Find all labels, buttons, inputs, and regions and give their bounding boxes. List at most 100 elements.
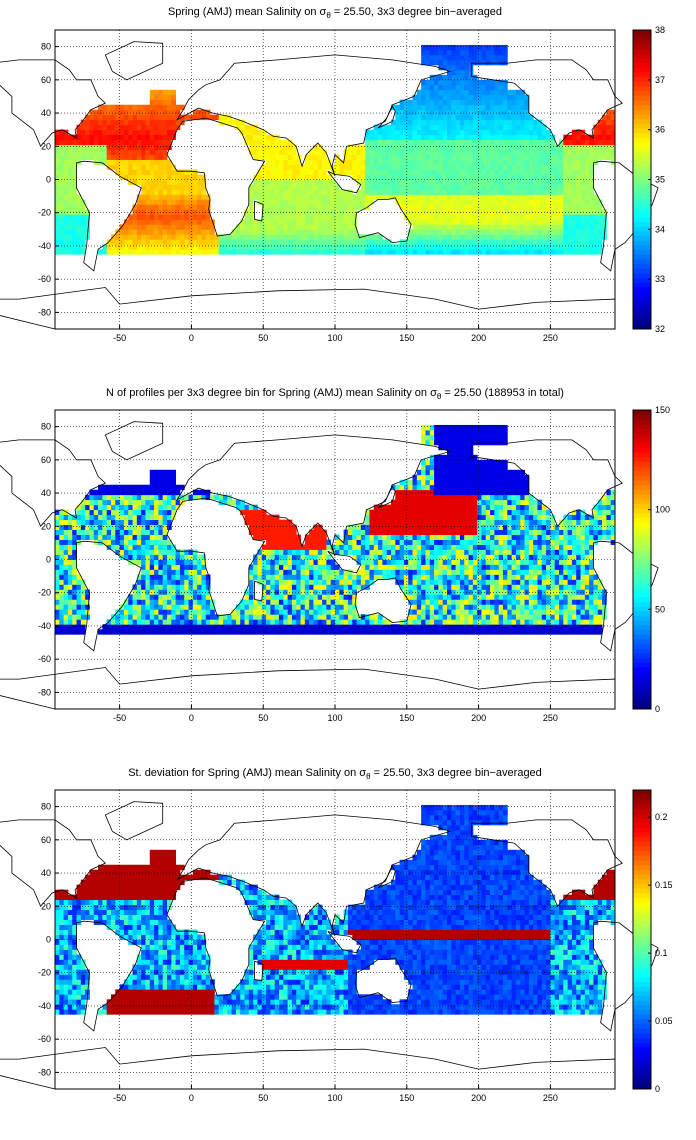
data-cell [304,629,310,635]
data-cell [369,574,375,580]
data-cell [399,239,405,245]
data-cell [274,229,280,235]
data-cell [416,504,422,511]
data-cell [503,139,508,146]
data-cell [425,189,431,195]
data-cell [227,629,233,635]
data-cell [296,554,301,560]
data-cell [511,164,517,170]
data-cell [434,84,439,91]
colorbar-step [633,160,651,166]
data-cell [283,609,289,615]
data-cell [554,164,560,170]
data-cell [296,194,301,200]
data-cell [416,229,422,235]
data-cell [571,244,577,250]
data-cell [326,189,332,195]
data-cell [408,99,413,106]
data-cell [257,144,263,150]
data-cell [485,179,491,185]
data-cell [403,519,409,526]
data-cell [162,609,168,615]
data-cell [313,204,319,210]
data-cell [175,484,181,491]
data-cell [132,599,138,605]
data-cell [192,204,198,210]
data-cell [240,129,245,136]
data-cell [128,604,133,610]
colorbar-step [633,263,651,269]
data-cell [416,194,422,200]
data-cell [520,89,525,96]
data-cell [520,129,525,136]
data-cell [304,219,310,225]
data-cell [399,619,405,625]
data-cell [485,94,491,101]
data-cell [141,124,146,131]
data-cell [408,524,413,530]
data-cell [360,179,366,185]
data-cell [154,574,159,580]
data-cell [416,169,422,175]
data-cell [494,84,500,91]
data-cell [313,174,319,180]
data-cell [373,134,379,141]
data-cell [477,154,482,160]
data-cell [67,619,73,625]
data-cell [408,129,413,136]
data-cell [304,534,310,540]
data-cell [106,114,112,121]
data-cell [188,564,194,570]
data-cell [472,249,478,255]
data-cell [63,209,69,215]
data-cell [167,184,172,190]
data-cell [520,194,525,200]
data-cell [408,589,413,595]
data-cell [154,154,159,160]
data-cell [111,124,116,131]
data-cell [188,589,194,595]
data-cell [162,164,168,170]
data-cell [576,159,581,165]
data-cell [158,494,164,501]
data-cell [490,199,495,205]
data-cell [335,629,340,635]
data-cell [403,554,409,560]
data-cell [494,59,500,66]
data-cell [274,524,280,530]
data-cell [421,194,426,200]
data-cell [485,44,491,51]
data-cell [399,149,405,155]
data-cell [244,519,250,526]
data-cell [369,244,375,250]
data-cell [464,229,469,235]
data-cell [352,149,357,155]
data-cell [248,584,254,590]
data-cell [119,149,125,155]
data-cell [447,74,452,81]
data-cell [520,134,525,141]
data-cell [162,129,168,136]
data-cell [571,149,577,155]
data-cell [175,119,181,126]
y-tick-label: -60 [38,274,51,284]
data-cell [395,509,401,516]
data-cell [434,199,439,205]
data-cell [464,129,469,136]
data-cell [485,139,491,146]
data-cell [184,549,189,555]
data-cell [55,174,60,180]
data-cell [304,554,310,560]
data-cell [248,249,254,255]
data-cell [352,154,357,160]
data-cell [429,119,435,126]
data-cell [360,574,366,580]
data-cell [296,219,301,225]
data-cell [451,129,457,136]
data-cell [459,249,465,255]
data-cell [102,149,108,155]
data-cell [67,569,73,575]
data-cell [386,624,392,630]
data-cell [412,129,418,136]
data-cell [485,204,491,210]
